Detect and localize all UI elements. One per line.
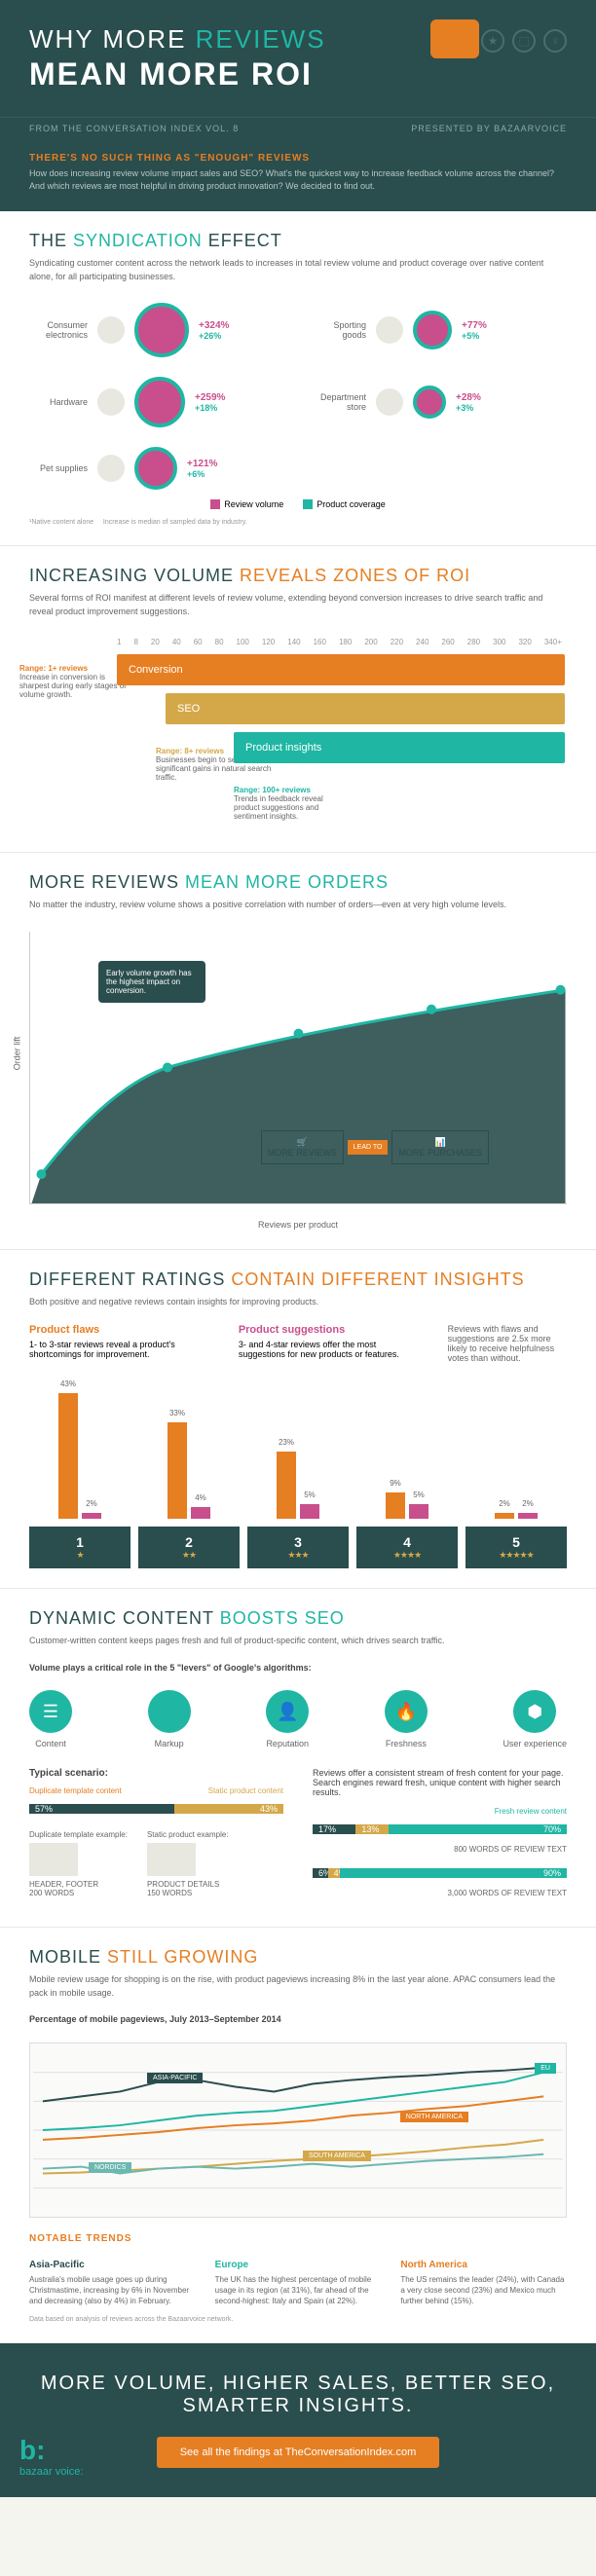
- zone-bar-conversion: Conversion: [117, 654, 565, 685]
- mobile-desc: Mobile review usage for shopping is on t…: [29, 1973, 567, 2000]
- header: WHY MORE REVIEWS MEAN MORE ROI ★ ⬚ ♀: [0, 0, 596, 117]
- star-icon: ★: [481, 29, 504, 53]
- orders-xlabel: Reviews per product: [29, 1220, 567, 1230]
- orders-title: MORE REVIEWS MEAN MORE ORDERS: [29, 872, 567, 893]
- zones-axis: 1820406080100120140160180200220240260280…: [29, 638, 567, 646]
- mobile-footnote: Data based on analysis of reviews across…: [29, 2316, 567, 2323]
- ratings-desc: Both positive and negative reviews conta…: [29, 1296, 567, 1309]
- syndication-item: Sporting goods +77%+5%: [308, 303, 567, 357]
- syndication-item: Department store +28%+3%: [308, 377, 567, 427]
- intro: THERE'S NO SUCH THING AS "ENOUGH" REVIEW…: [0, 141, 596, 211]
- orders-badge: 🛒MORE REVIEWS LEAD TO 📊MORE PURCHASES: [261, 1130, 489, 1164]
- rating-col: 9% 5% 4★★★★: [356, 1382, 458, 1568]
- syndication-item: Consumer electronics +324%+26%: [29, 303, 288, 357]
- section-zones: INCREASING VOLUME REVEALS ZONES OF ROI S…: [0, 546, 596, 853]
- orders-ylabel: Order lift: [12, 1036, 21, 1070]
- syndication-title: THE SYNDICATION EFFECT: [29, 231, 567, 251]
- seo-lever: ☰Content: [29, 1690, 72, 1748]
- zone-bar-insights: Product insights: [234, 732, 565, 763]
- sub-left: FROM THE CONVERSATION INDEX VOL. 8: [29, 118, 239, 133]
- seo-lever: 👤Reputation: [266, 1690, 309, 1748]
- seo-bars: Typical scenario: Duplicate template con…: [29, 1768, 567, 1907]
- ratings-title: DIFFERENT RATINGS CONTAIN DIFFERENT INSI…: [29, 1270, 567, 1290]
- header-icons: ★ ⬚ ♀: [481, 29, 567, 53]
- legend-cov-swatch: [303, 499, 313, 509]
- zones-chart: 1820406080100120140160180200220240260280…: [29, 638, 567, 832]
- seo-levers: ☰Content Markup 👤Reputation 🔥Freshness ⬢User…: [29, 1690, 567, 1748]
- trends-title: NOTABLE TRENDS: [29, 2233, 567, 2244]
- ratings-grid: 43% 2% 1★ 33% 4% 2★★ 23% 5% 3★★★ 9% 5% 4…: [29, 1382, 567, 1568]
- zones-title: INCREASING VOLUME REVEALS ZONES OF ROI: [29, 566, 567, 586]
- orders-desc: No matter the industry, review volume sh…: [29, 899, 567, 912]
- cart-icon: ⬚: [512, 29, 536, 53]
- speech-bubble-icon: [430, 19, 479, 58]
- footer-logo: b:bazaar voice:: [19, 2435, 83, 2478]
- levers-intro: Volume plays a critical role in the 5 "l…: [29, 1662, 567, 1675]
- syndication-item: Hardware +259%+18%: [29, 377, 288, 427]
- footer-cta[interactable]: See all the findings at TheConversationI…: [157, 2437, 440, 2468]
- seo-lever: 🔥Freshness: [385, 1690, 428, 1748]
- section-syndication: THE SYNDICATION EFFECT Syndicating custo…: [0, 211, 596, 546]
- sub-right: PRESENTED BY BAZAARVOICE: [411, 118, 567, 133]
- rating-col: 33% 4% 2★★: [138, 1382, 240, 1568]
- zones-desc: Several forms of ROI manifest at differe…: [29, 592, 567, 618]
- mobile-chart-title: Percentage of mobile pageviews, July 201…: [29, 2013, 567, 2027]
- footer: MORE VOLUME, HIGHER SALES, BETTER SEO, S…: [0, 2343, 596, 2497]
- section-mobile: MOBILE STILL GROWING Mobile review usage…: [0, 1928, 596, 2343]
- sub-bar: FROM THE CONVERSATION INDEX VOL. 8 PRESE…: [0, 117, 596, 141]
- ratings-sidenote: Reviews with flaws and suggestions are 2…: [448, 1324, 567, 1363]
- zone-bar-seo: SEO: [166, 693, 565, 724]
- syndication-legend: Review volume Product coverage: [29, 499, 567, 509]
- trend-item: Asia-PacificAustralia's mobile usage goe…: [29, 2260, 196, 2307]
- rating-headers: Product flaws1- to 3-star reviews reveal…: [29, 1324, 567, 1363]
- syndication-grid: Consumer electronics +324%+26% Sporting g…: [29, 303, 567, 490]
- syndication-item: Pet supplies +121%+6%: [29, 447, 288, 490]
- trend-item: EuropeThe UK has the highest percentage …: [215, 2260, 382, 2307]
- title-line2: MEAN MORE ROI: [29, 56, 567, 92]
- section-seo: DYNAMIC CONTENT BOOSTS SEO Customer-writ…: [0, 1589, 596, 1928]
- footer-headline: MORE VOLUME, HIGHER SALES, BETTER SEO, S…: [29, 2373, 567, 2417]
- syndication-footnote: ¹Native content alone Increase is median…: [29, 519, 567, 526]
- seo-lever: ⬢User experience: [503, 1690, 567, 1748]
- trends-row: Asia-PacificAustralia's mobile usage goe…: [29, 2260, 567, 2307]
- intro-body: How does increasing review volume impact…: [29, 167, 567, 192]
- rating-col: 2% 2% 5★★★★★: [466, 1382, 567, 1568]
- orders-chart: Early volume growth has the highest impa…: [29, 932, 567, 1204]
- bulb-icon: ♀: [543, 29, 567, 53]
- rating-col: 23% 5% 3★★★: [247, 1382, 349, 1568]
- seo-desc: Customer-written content keeps pages fre…: [29, 1635, 567, 1648]
- orders-callout: Early volume growth has the highest impa…: [98, 961, 205, 1003]
- zone-note-insights: Range: 100+ reviewsTrends in feedback re…: [234, 786, 351, 821]
- mobile-chart: ASIA-PACIFIC EU NORTH AMERICA SOUTH AMER…: [29, 2042, 567, 2218]
- mobile-title: MOBILE STILL GROWING: [29, 1947, 567, 1968]
- seo-title: DYNAMIC CONTENT BOOSTS SEO: [29, 1608, 567, 1629]
- rating-col: 43% 2% 1★: [29, 1382, 130, 1568]
- syndication-desc: Syndicating customer content across the …: [29, 257, 567, 283]
- scenario-bar: 57% 43%: [29, 1799, 283, 1819]
- trend-item: North AmericaThe US remains the leader (…: [400, 2260, 567, 2307]
- intro-title: THERE'S NO SUCH THING AS "ENOUGH" REVIEW…: [29, 153, 567, 164]
- section-orders: MORE REVIEWS MEAN MORE ORDERS No matter …: [0, 853, 596, 1250]
- legend-vol-swatch: [210, 499, 220, 509]
- seo-lever: Markup: [148, 1690, 191, 1748]
- section-ratings: DIFFERENT RATINGS CONTAIN DIFFERENT INSI…: [0, 1250, 596, 1590]
